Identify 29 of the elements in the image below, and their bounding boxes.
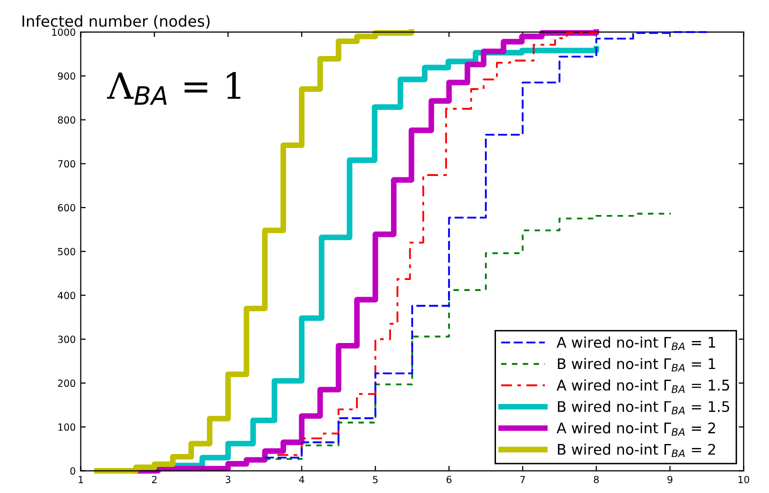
annotation: Λ$_{BA}$ = 1 bbox=[107, 72, 240, 105]
legend-label: A wired no-int Γ$_{BA}$ = 1 bbox=[556, 336, 716, 350]
y-tick-label: 200 bbox=[58, 380, 76, 387]
x-tick-label: 10 bbox=[738, 476, 750, 484]
legend-label: A wired no-int Γ$_{BA}$ = 1.5 bbox=[556, 379, 730, 393]
x-tick-label: 4 bbox=[299, 476, 304, 484]
x-tick-label: 7 bbox=[520, 476, 525, 484]
y-axis-title: Infected number (nodes) bbox=[22, 15, 210, 29]
y-tick-label: 800 bbox=[58, 116, 76, 124]
y-tick-label: 600 bbox=[58, 204, 76, 212]
y-tick-label: 1000 bbox=[52, 28, 76, 36]
x-tick-label: 3 bbox=[226, 476, 230, 484]
legend-label: A wired no-int Γ$_{BA}$ = 2 bbox=[556, 422, 716, 436]
legend-label: B wired no-int Γ$_{BA}$ = 1 bbox=[558, 358, 716, 372]
x-tick-label: 1 bbox=[78, 476, 83, 484]
y-tick-label: 0 bbox=[70, 467, 76, 475]
y-tick-label: 500 bbox=[58, 248, 76, 256]
legend-label: B wired no-int Γ$_{BA}$ = 2 bbox=[558, 444, 716, 458]
x-tick-label: 9 bbox=[667, 476, 672, 484]
y-tick-label: 700 bbox=[58, 160, 76, 168]
y-tick-label: 100 bbox=[58, 423, 76, 431]
x-tick-label: 8 bbox=[594, 476, 599, 484]
y-tick-label: 300 bbox=[58, 336, 76, 344]
x-tick-label: 5 bbox=[373, 476, 378, 484]
x-tick-label: 6 bbox=[446, 476, 452, 484]
y-tick-label: 400 bbox=[58, 292, 76, 300]
legend-label: B wired no-int Γ$_{BA}$ = 1.5 bbox=[558, 400, 730, 414]
x-tick-label: 2 bbox=[152, 476, 157, 484]
y-tick-label: 900 bbox=[58, 72, 76, 80]
